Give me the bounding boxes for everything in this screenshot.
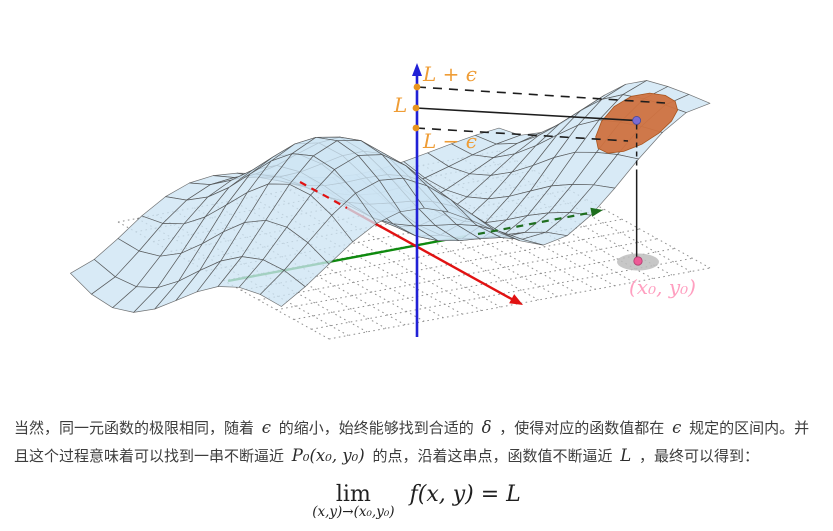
inline-text: 当然，同一元函数的极限相同，随着 bbox=[14, 419, 259, 437]
surface-plot-canvas bbox=[70, 63, 711, 340]
limit-formula: lim (x,y)→(x₀,y₀) f(x, y) = L bbox=[0, 482, 833, 520]
inline-text: ，使得对应的函数值都在 bbox=[494, 419, 670, 437]
axis-level-marker bbox=[413, 83, 421, 91]
lim-text: lim bbox=[335, 482, 371, 507]
limit-3d-plot: L + ϵ L L − ϵ (x₀, y₀) bbox=[70, 62, 711, 340]
axis-level-marker bbox=[412, 104, 420, 112]
inline-math: δ bbox=[481, 418, 492, 437]
inline-text: ，最终可以得到： bbox=[634, 447, 760, 465]
label-L-minus-epsilon: L − ϵ bbox=[423, 129, 477, 153]
label-L-plus-epsilon: L + ϵ bbox=[423, 62, 477, 86]
explanation-paragraph: 当然，同一元函数的极限相同，随着 ϵ 的缩小，始终能够找到合适的 δ ，使得对应… bbox=[14, 414, 819, 470]
surface-point bbox=[632, 116, 642, 125]
inline-math: P₀(x₀, y₀) bbox=[291, 446, 365, 465]
axis-level-marker bbox=[412, 124, 420, 132]
label-point-x0-y0: (x₀, y₀) bbox=[629, 275, 696, 299]
inline-math: ϵ bbox=[261, 418, 272, 437]
label-L: L bbox=[394, 93, 408, 117]
surface-mesh bbox=[70, 80, 711, 313]
point-x0-y0 bbox=[633, 256, 643, 266]
inline-text: 的点，沿着这串点，函数值不断逼近 bbox=[367, 447, 618, 465]
inline-math: ϵ bbox=[672, 418, 682, 437]
lim-operator: lim (x,y)→(x₀,y₀) bbox=[312, 482, 394, 520]
inline-math: L bbox=[620, 446, 632, 465]
inline-text: 的缩小，始终能够找到合适的 bbox=[274, 419, 479, 437]
formula-body: f(x, y) = L bbox=[409, 482, 521, 507]
article-page: L + ϵ L L − ϵ (x₀, y₀) 当然，同一元函数的极限相同，随着 … bbox=[0, 62, 833, 520]
lim-subscript: (x,y)→(x₀,y₀) bbox=[312, 504, 395, 520]
inline-text: 规定的区间内。并且这个过程意味着可以找到一串不断逼近 bbox=[14, 419, 810, 465]
